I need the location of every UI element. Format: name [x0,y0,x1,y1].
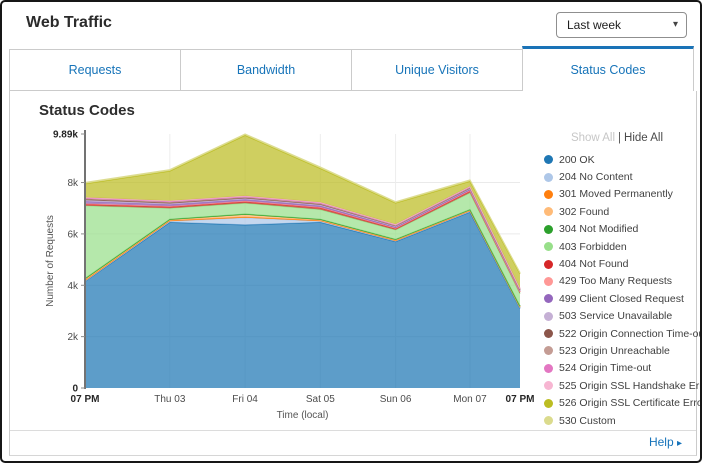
legend-color-dot [544,416,553,426]
dropdown-caret-icon: ▾ [672,19,678,30]
legend-item-label: 522 Origin Connection Time-out [559,327,702,340]
svg-text:Sun 06: Sun 06 [380,394,412,405]
tabstrip: Requests Bandwidth Unique Visitors Statu… [9,46,697,91]
legend-color-dot [544,329,553,339]
legend-color-dot [544,398,553,408]
legend-controls-separator: | [618,132,622,144]
legend-item[interactable]: 404 Not Found [538,255,696,272]
tab-bandwidth[interactable]: Bandwidth [180,49,352,91]
legend-controls: Show All | Hide All [538,132,696,144]
legend-item[interactable]: 204 No Content [538,168,696,185]
help-arrow-icon: ▸ [676,438,682,449]
svg-text:07 PM: 07 PM [71,394,100,405]
tab-bandwidth-label: Bandwidth [236,63,296,77]
svg-text:6k: 6k [67,229,79,240]
legend-item[interactable]: 403 Forbidden [538,238,696,255]
legend-color-dot [544,381,553,391]
legend-item[interactable]: 503 Service Unavailable [538,308,696,325]
legend-item[interactable]: 499 Client Closed Request [538,290,696,307]
tab-status-codes[interactable]: Status Codes [522,46,694,91]
svg-text:8k: 8k [67,178,79,189]
legend-item[interactable]: 526 Origin SSL Certificate Error [538,394,700,411]
svg-text:Thu 03: Thu 03 [154,394,186,405]
legend-color-dot [544,311,553,321]
legend-color-dot [544,294,553,304]
legend-color-dot [544,207,553,217]
svg-text:9.89k: 9.89k [53,130,78,141]
legend-item-label: 526 Origin SSL Certificate Error [559,397,702,410]
legend-item-label: 302 Found [559,205,610,218]
time-range-dropdown[interactable]: Last week ▾ [556,12,687,38]
legend-item-label: 200 OK [559,153,595,166]
legend-item-label: 523 Origin Unreachable [559,344,670,357]
status-codes-chart: 0 2k 4k 6k 8k 9.89k 07 PM Thu 03 Fri 04 Sat 05 Sun… [45,130,535,421]
tab-unique-visitors-label: Unique Visitors [395,63,479,77]
status-codes-card: Status Codes 0 2k 4k 6k 8k 9.89k 07 PM Thu 03 Fr… [9,91,700,456]
legend-item[interactable]: 301 Moved Permanently [538,186,696,203]
legend-item[interactable]: 304 Not Modified [538,221,696,238]
legend-item-label: 204 No Content [559,171,633,184]
svg-text:0: 0 [72,384,78,395]
legend-color-dot [544,259,553,269]
legend-item-label: 429 Too Many Requests [559,275,673,288]
chart-legend: Show All | Hide All 200 OK 204 No Content 30… [538,132,700,429]
legend-item[interactable]: 524 Origin Time-out [538,360,696,377]
hide-all-link[interactable]: Hide All [624,132,664,144]
legend-item-label: 304 Not Modified [559,223,639,236]
time-range-value: Last week [567,18,622,32]
legend-item-label: 404 Not Found [559,258,629,271]
svg-text:Sat 05: Sat 05 [306,394,335,405]
tab-requests[interactable]: Requests [9,49,181,91]
legend-item-label: 503 Service Unavailable [559,310,673,323]
legend-item[interactable]: 200 OK [538,151,696,168]
legend-list: 200 OK 204 No Content 301 Moved Permanentl… [538,151,700,429]
tab-unique-visitors[interactable]: Unique Visitors [351,49,523,91]
help-link[interactable]: Help ▸ [649,435,682,449]
svg-text:4k: 4k [67,281,79,292]
legend-item[interactable]: 525 Origin SSL Handshake Error [538,377,700,394]
svg-text:07 PM: 07 PM [506,394,535,405]
legend-color-dot [544,346,553,356]
legend-item-label: 525 Origin SSL Handshake Error [559,379,702,392]
legend-color-dot [544,224,553,234]
legend-item[interactable]: 302 Found [538,203,696,220]
legend-color-dot [544,363,553,373]
page-title: Web Traffic [26,14,112,31]
svg-text:2k: 2k [67,332,79,343]
legend-item-label: 403 Forbidden [559,240,627,253]
svg-text:Fri 04: Fri 04 [232,394,258,405]
legend-color-dot [544,189,553,199]
legend-color-dot [544,276,553,286]
legend-item[interactable]: 530 Custom [538,412,696,429]
legend-item-label: 524 Origin Time-out [559,362,652,375]
legend-color-dot [544,155,553,165]
card-footer: Help ▸ [10,430,696,455]
show-all-link[interactable]: Show All [570,132,616,144]
tab-requests-label: Requests [68,63,122,77]
legend-item[interactable]: 429 Too Many Requests [538,273,696,290]
chart-title: Status Codes [39,102,135,119]
legend-color-dot [544,242,553,252]
legend-item-label: 499 Client Closed Request [559,292,684,305]
help-link-label: Help [648,435,674,449]
legend-item[interactable]: 522 Origin Connection Time-out [538,325,700,342]
legend-item-label: 530 Custom [559,414,616,427]
legend-item[interactable]: 523 Origin Unreachable [538,342,696,359]
svg-text:Time (local): Time (local) [277,410,329,420]
legend-color-dot [544,172,553,182]
svg-text:Mon 07: Mon 07 [453,394,487,405]
tab-status-codes-label: Status Codes [570,63,646,77]
svg-text:Number of Requests: Number of Requests [45,215,56,307]
legend-item-label: 301 Moved Permanently [559,188,673,201]
